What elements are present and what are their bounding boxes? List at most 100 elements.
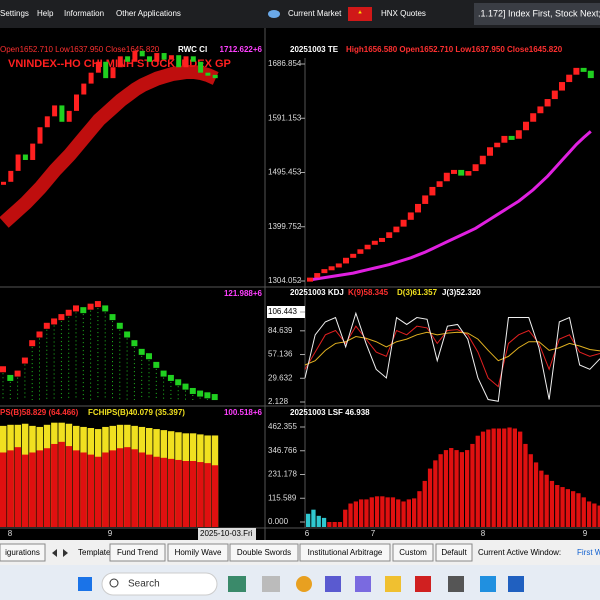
bar [449, 448, 454, 527]
candle [205, 72, 211, 76]
bar [586, 501, 592, 527]
toolbar-button[interactable] [109, 543, 166, 562]
menu-item[interactable]: HNX Quotes [381, 9, 426, 18]
toolbar-button[interactable] [392, 543, 434, 562]
toolbar-item[interactable]: Template [78, 548, 111, 557]
y-tick-label: 1399.752 [268, 222, 302, 231]
bar [43, 448, 51, 527]
app-icon[interactable] [262, 576, 280, 592]
app-icon[interactable] [228, 576, 246, 592]
toolbar-item[interactable]: Custom [399, 548, 427, 557]
dot [109, 314, 116, 321]
candle [198, 61, 204, 73]
cloud-icon [268, 10, 280, 18]
y-tick-label: 0.000 [268, 517, 289, 526]
candle [44, 116, 50, 128]
app-icon[interactable] [415, 576, 431, 592]
band [0, 64, 219, 228]
candle [52, 105, 58, 117]
value-box [267, 306, 305, 318]
start-icon[interactable] [78, 577, 92, 591]
menu-item[interactable]: Settings [0, 9, 29, 18]
bar [306, 513, 311, 527]
toolbar-item[interactable]: Fund Trend [117, 548, 158, 557]
dot [73, 305, 79, 312]
bar [406, 499, 411, 527]
candle [176, 55, 182, 68]
bar [544, 474, 549, 527]
kdj-line [304, 311, 600, 402]
brick [566, 74, 573, 83]
arrow-right[interactable] [63, 549, 68, 557]
y-tick-label: 1591.153 [268, 113, 302, 122]
toolbar-item[interactable]: Default [441, 548, 467, 557]
label: .1.172] Index First, Stock Next; [478, 8, 600, 18]
menu-item[interactable]: Other Applications [116, 9, 181, 18]
menu-item[interactable]: Current Market [288, 9, 342, 18]
bar [327, 522, 332, 527]
label: 20251003 LSF 46.938 [290, 408, 370, 417]
dot [175, 379, 182, 386]
brick [544, 99, 551, 107]
toolbar-item[interactable]: Homily Wave [175, 548, 222, 557]
y-tick-label: 115.589 [268, 493, 297, 502]
bar [417, 491, 422, 527]
arrow-left[interactable] [52, 549, 57, 557]
bar [21, 454, 29, 527]
app-icon[interactable] [385, 576, 401, 592]
toolbar-button[interactable] [167, 543, 229, 562]
toolbar-item[interactable]: igurations [5, 548, 40, 557]
bar [197, 462, 204, 527]
y-tick-label: 29.632 [268, 373, 293, 382]
app-icon[interactable] [325, 576, 341, 592]
toolbar-button[interactable] [435, 543, 473, 562]
candle [95, 61, 101, 73]
brick [422, 195, 429, 204]
toolbar-button[interactable] [0, 543, 46, 562]
brick [314, 273, 321, 278]
brick [436, 181, 443, 187]
bar [480, 431, 486, 527]
bar [321, 517, 327, 527]
toolbar-item[interactable]: Institutional Arbitrage [308, 548, 383, 557]
bar [211, 465, 219, 527]
dot [102, 305, 109, 312]
app-icon[interactable] [448, 576, 464, 592]
toolbar-item[interactable]: Current Active Window: [478, 548, 561, 557]
brick [343, 257, 349, 264]
label: 9 [583, 529, 588, 538]
bar [512, 428, 517, 527]
candle [183, 56, 189, 68]
candle [88, 72, 94, 84]
search-icon [109, 578, 119, 588]
label: J(3)52.320 [442, 288, 481, 297]
y-tick-label: 1495.453 [268, 168, 302, 177]
app-icon[interactable] [480, 576, 496, 592]
candle [1, 181, 6, 185]
brick [587, 70, 594, 79]
brick [515, 130, 522, 139]
menu-item[interactable]: Help [37, 9, 54, 18]
toolbar-item[interactable]: Double Swords [237, 548, 291, 557]
bar [0, 452, 7, 527]
bar [380, 496, 385, 527]
menu-item[interactable]: Information [64, 9, 104, 18]
app-icon[interactable] [508, 576, 524, 592]
app-icon[interactable] [296, 576, 312, 592]
toolbar-item[interactable]: First W [577, 548, 600, 557]
toolbar-button[interactable] [299, 543, 391, 562]
flag-icon [348, 7, 372, 21]
brick [386, 232, 393, 238]
app-icon[interactable] [355, 576, 371, 592]
dot [87, 303, 94, 310]
label: FCHIPS(B)40.079 (35.397) [88, 408, 185, 417]
bar [316, 515, 321, 527]
brick [451, 169, 457, 174]
toolbar-button[interactable] [229, 543, 299, 562]
brick [307, 277, 313, 282]
bar [576, 493, 581, 527]
search-box[interactable] [101, 572, 218, 596]
dot [204, 392, 211, 399]
y-tick-label: 462.355 [268, 422, 297, 431]
dot [65, 309, 72, 316]
